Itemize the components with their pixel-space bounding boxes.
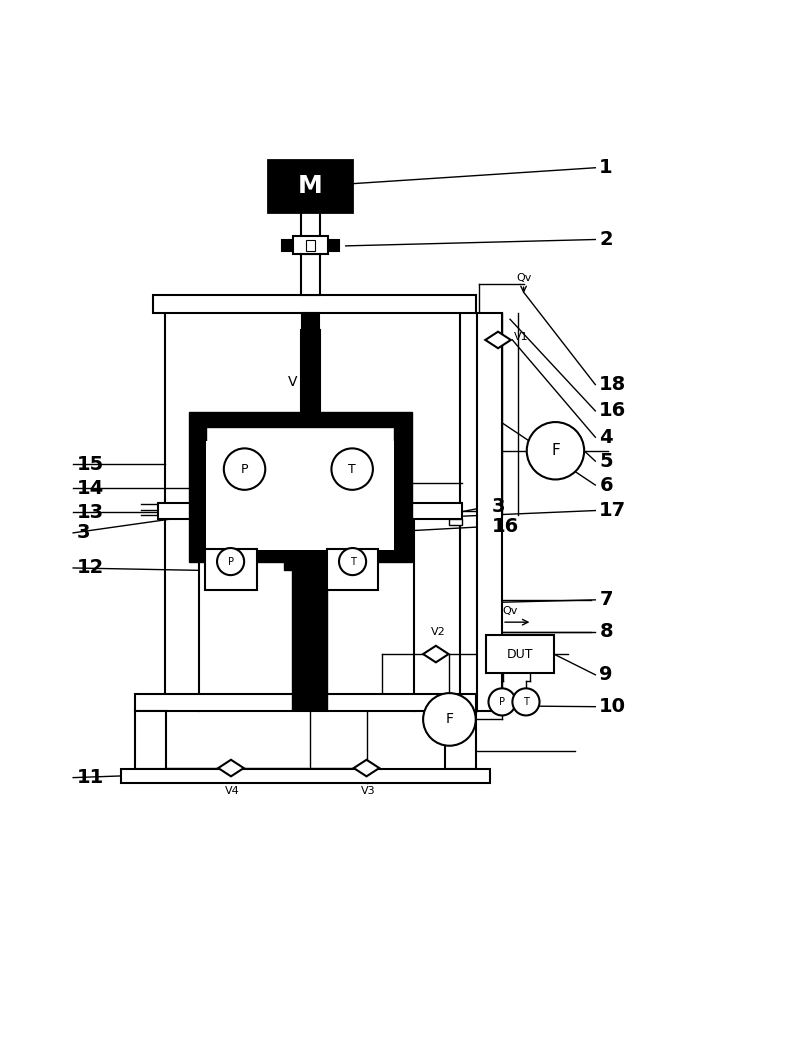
Text: T: T <box>350 557 355 567</box>
Text: T: T <box>348 462 356 476</box>
Text: 14: 14 <box>77 479 104 498</box>
Polygon shape <box>218 760 244 776</box>
Text: DUT: DUT <box>506 648 534 660</box>
Polygon shape <box>423 645 449 662</box>
Text: 6: 6 <box>599 476 613 495</box>
Bar <box>486 635 554 673</box>
Text: 4: 4 <box>599 428 613 446</box>
Bar <box>394 426 412 562</box>
Text: 12: 12 <box>77 558 104 577</box>
Text: V: V <box>288 375 298 390</box>
Circle shape <box>224 449 266 490</box>
Bar <box>282 240 292 251</box>
Circle shape <box>217 548 244 575</box>
Circle shape <box>526 422 584 479</box>
Text: 16: 16 <box>492 517 519 536</box>
Text: 11: 11 <box>77 768 104 788</box>
Text: 9: 9 <box>599 665 613 684</box>
Text: M: M <box>298 174 322 198</box>
Bar <box>206 441 394 550</box>
Text: 18: 18 <box>599 375 626 394</box>
Bar <box>205 549 257 591</box>
Bar <box>285 558 334 571</box>
Bar <box>306 240 315 251</box>
Bar <box>292 550 326 710</box>
Text: Qv: Qv <box>516 273 531 282</box>
Bar <box>269 160 352 212</box>
Text: V2: V2 <box>431 627 446 636</box>
Bar <box>153 295 476 313</box>
Text: 7: 7 <box>599 591 613 610</box>
Polygon shape <box>354 760 379 776</box>
Text: 5: 5 <box>599 452 613 471</box>
Bar <box>450 518 462 524</box>
Bar <box>189 426 206 562</box>
Text: V4: V4 <box>226 786 240 796</box>
Text: 15: 15 <box>77 455 104 474</box>
Bar <box>326 549 378 591</box>
Bar <box>158 502 462 518</box>
Bar <box>329 240 339 251</box>
Bar <box>478 313 502 712</box>
Bar <box>301 212 320 256</box>
Text: 13: 13 <box>77 502 104 521</box>
Circle shape <box>423 693 476 746</box>
Text: 1: 1 <box>599 158 613 177</box>
Polygon shape <box>486 332 511 349</box>
Text: 17: 17 <box>599 501 626 520</box>
Text: V1: V1 <box>514 332 529 342</box>
Text: 8: 8 <box>599 622 613 641</box>
Bar <box>206 550 394 562</box>
Text: 3: 3 <box>492 497 505 516</box>
Text: T: T <box>523 697 529 707</box>
Bar <box>189 413 412 426</box>
Circle shape <box>513 689 539 715</box>
Text: Qv: Qv <box>502 605 518 616</box>
Circle shape <box>331 449 373 490</box>
Text: 3: 3 <box>77 523 90 542</box>
Circle shape <box>489 689 515 715</box>
Bar <box>446 712 476 769</box>
Bar <box>121 769 490 783</box>
Text: F: F <box>446 713 454 727</box>
Text: 2: 2 <box>599 230 613 249</box>
Text: V3: V3 <box>361 786 375 796</box>
Text: P: P <box>241 462 248 476</box>
Text: F: F <box>551 443 560 458</box>
Text: P: P <box>499 697 505 707</box>
Bar <box>135 712 166 769</box>
Circle shape <box>339 548 366 575</box>
Bar <box>293 236 328 254</box>
Text: P: P <box>227 557 234 567</box>
Text: 16: 16 <box>599 401 626 420</box>
Bar <box>301 254 320 295</box>
Bar <box>135 694 476 712</box>
Bar <box>301 331 320 413</box>
Text: 10: 10 <box>599 697 626 716</box>
Bar <box>302 313 319 331</box>
